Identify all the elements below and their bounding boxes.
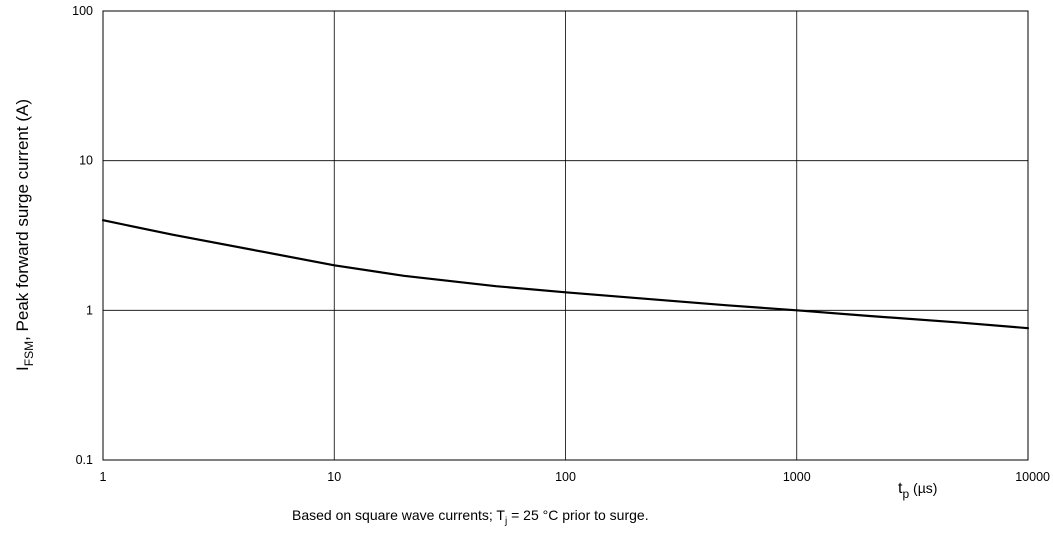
y-tick-label: 100 [72, 4, 93, 18]
plot-frame [102, 10, 1029, 461]
x-tick-label: 10000 [1015, 470, 1050, 484]
series-line-1 [101, 219, 1030, 330]
y-axis-title-sub: FSM [22, 341, 36, 366]
caption-pre: Based on square wave currents; T [292, 507, 505, 523]
y-tick-labels: 0.1 1 10 100 [72, 4, 93, 467]
y-axis-title: IFSM, Peak forward surge current (A) [13, 99, 36, 371]
x-axis-title: tp (µs) [898, 480, 937, 501]
grid-lines [103, 11, 1028, 460]
x-axis-title-sub: p [902, 487, 909, 501]
y-tick-label: 0.1 [76, 453, 93, 467]
caption-sub: j [504, 516, 507, 527]
series-group [101, 219, 1030, 330]
x-tick-label: 1 [100, 470, 107, 484]
x-axis-title-rest: (µs) [909, 480, 937, 496]
x-axis-title-main: t [898, 480, 903, 497]
y-tick-label: 10 [79, 154, 93, 168]
chart-caption: Based on square wave currents; Tj = 25 °… [292, 507, 649, 527]
y-axis-title-main: I [13, 366, 32, 371]
caption-post: = 25 °C prior to surge. [507, 507, 648, 523]
x-tick-label: 10 [327, 470, 341, 484]
x-tick-label: 100 [555, 470, 576, 484]
x-tick-labels: 1 10 100 1000 10000 [100, 470, 1051, 484]
x-tick-label: 1000 [783, 470, 811, 484]
y-tick-label: 1 [86, 303, 93, 317]
y-axis-title-rest: , Peak forward surge current (A) [13, 99, 32, 341]
